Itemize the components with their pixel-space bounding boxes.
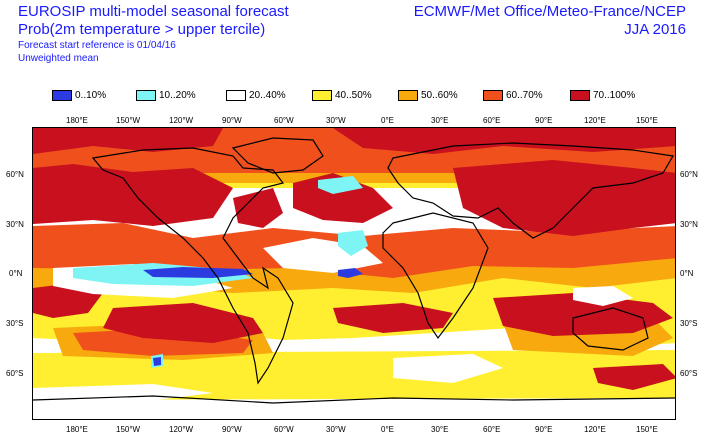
forecast-start-reference: Forecast start reference is 01/04/16 xyxy=(18,40,176,51)
lon-label-top: 120°W xyxy=(169,116,194,125)
lat-label-right: 30°N xyxy=(680,220,698,229)
lat-label-left: 0°N xyxy=(9,269,23,278)
legend: 0..10% 10..20% 20..40% 40..50% 50..60% 6… xyxy=(52,88,672,102)
map-subtitle: Prob(2m temperature > upper tercile) xyxy=(18,21,266,38)
lat-label-right: 30°S xyxy=(680,319,698,328)
header-right: ECMWF/Met Office/Meteo-France/NCEP JJA 2… xyxy=(414,3,686,39)
lon-label-bottom: 60°W xyxy=(274,425,294,434)
africa-coast xyxy=(382,212,489,340)
legend-swatch xyxy=(226,89,246,101)
lon-label-top: 180°E xyxy=(66,116,88,125)
lat-label-right: 60°S xyxy=(680,369,698,378)
legend-swatch xyxy=(398,89,418,101)
legend-item-50-60: 50..60% xyxy=(398,88,458,102)
lon-label-top: 150°W xyxy=(116,116,141,125)
eurasia-coast xyxy=(387,142,674,239)
lon-label-top: 0°E xyxy=(381,116,394,125)
legend-label: 60..70% xyxy=(506,89,543,101)
legend-label: 40..50% xyxy=(335,89,372,101)
lon-label-top: 120°E xyxy=(584,116,606,125)
legend-item-20-40: 20..40% xyxy=(226,88,286,102)
australia-coast xyxy=(572,307,649,351)
legend-label: 70..100% xyxy=(593,89,636,101)
lon-label-top: 60°W xyxy=(274,116,294,125)
legend-swatch xyxy=(52,89,72,101)
lon-label-top: 90°W xyxy=(222,116,242,125)
legend-label: 20..40% xyxy=(249,89,286,101)
field-70-100 xyxy=(33,128,675,390)
legend-swatch xyxy=(312,89,332,101)
legend-item-60-70: 60..70% xyxy=(483,88,543,102)
lon-label-top: 30°E xyxy=(431,116,449,125)
lon-label-bottom: 180°E xyxy=(66,425,88,434)
map-canvas xyxy=(33,128,675,406)
legend-item-40-50: 40..50% xyxy=(312,88,372,102)
lon-label-bottom: 150°W xyxy=(116,425,141,434)
lon-label-bottom: 90°W xyxy=(222,425,242,434)
legend-swatch xyxy=(136,89,156,101)
lon-label-top: 30°W xyxy=(326,116,346,125)
legend-item-70-100: 70..100% xyxy=(570,88,635,102)
lon-label-top: 90°E xyxy=(535,116,553,125)
lon-label-top: 150°E xyxy=(636,116,658,125)
lat-label-left: 30°S xyxy=(6,319,24,328)
legend-item-0-10: 0..10% xyxy=(52,88,106,102)
lon-label-bottom: 60°E xyxy=(483,425,501,434)
centres-label: ECMWF/Met Office/Meteo-France/NCEP xyxy=(413,3,686,20)
weighting-note: Unweighted mean xyxy=(18,53,99,64)
header-left: EUROSIP multi-model seasonal forecast Pr… xyxy=(18,3,289,65)
legend-label: 10..20% xyxy=(159,89,196,101)
lon-label-bottom: 120°E xyxy=(584,425,606,434)
lat-label-left: 60°S xyxy=(6,369,24,378)
lon-label-bottom: 150°E xyxy=(636,425,658,434)
lon-label-bottom: 120°W xyxy=(169,425,194,434)
season-label: JJA 2016 xyxy=(624,21,686,38)
lat-label-left: 30°N xyxy=(6,220,24,229)
lon-label-top: 60°E xyxy=(483,116,501,125)
legend-swatch xyxy=(483,89,503,101)
greenland-coast xyxy=(231,137,324,174)
lon-label-bottom: 30°W xyxy=(326,425,346,434)
legend-swatch xyxy=(570,89,590,101)
lon-label-bottom: 0°E xyxy=(381,425,394,434)
lat-label-left: 60°N xyxy=(6,170,24,179)
lat-label-right: 60°N xyxy=(680,170,698,179)
legend-label: 0..10% xyxy=(75,89,107,101)
lon-label-bottom: 30°E xyxy=(431,425,449,434)
antarctica-coast xyxy=(33,395,675,404)
lat-label-right: 0°N xyxy=(680,269,694,278)
legend-label: 50..60% xyxy=(421,89,458,101)
lon-label-bottom: 90°E xyxy=(535,425,553,434)
probability-map xyxy=(32,127,676,420)
americas-coast xyxy=(91,147,294,385)
coastlines xyxy=(33,137,675,404)
legend-item-10-20: 10..20% xyxy=(136,88,196,102)
map-title: EUROSIP multi-model seasonal forecast xyxy=(18,3,289,20)
field-0-10 xyxy=(143,267,363,366)
